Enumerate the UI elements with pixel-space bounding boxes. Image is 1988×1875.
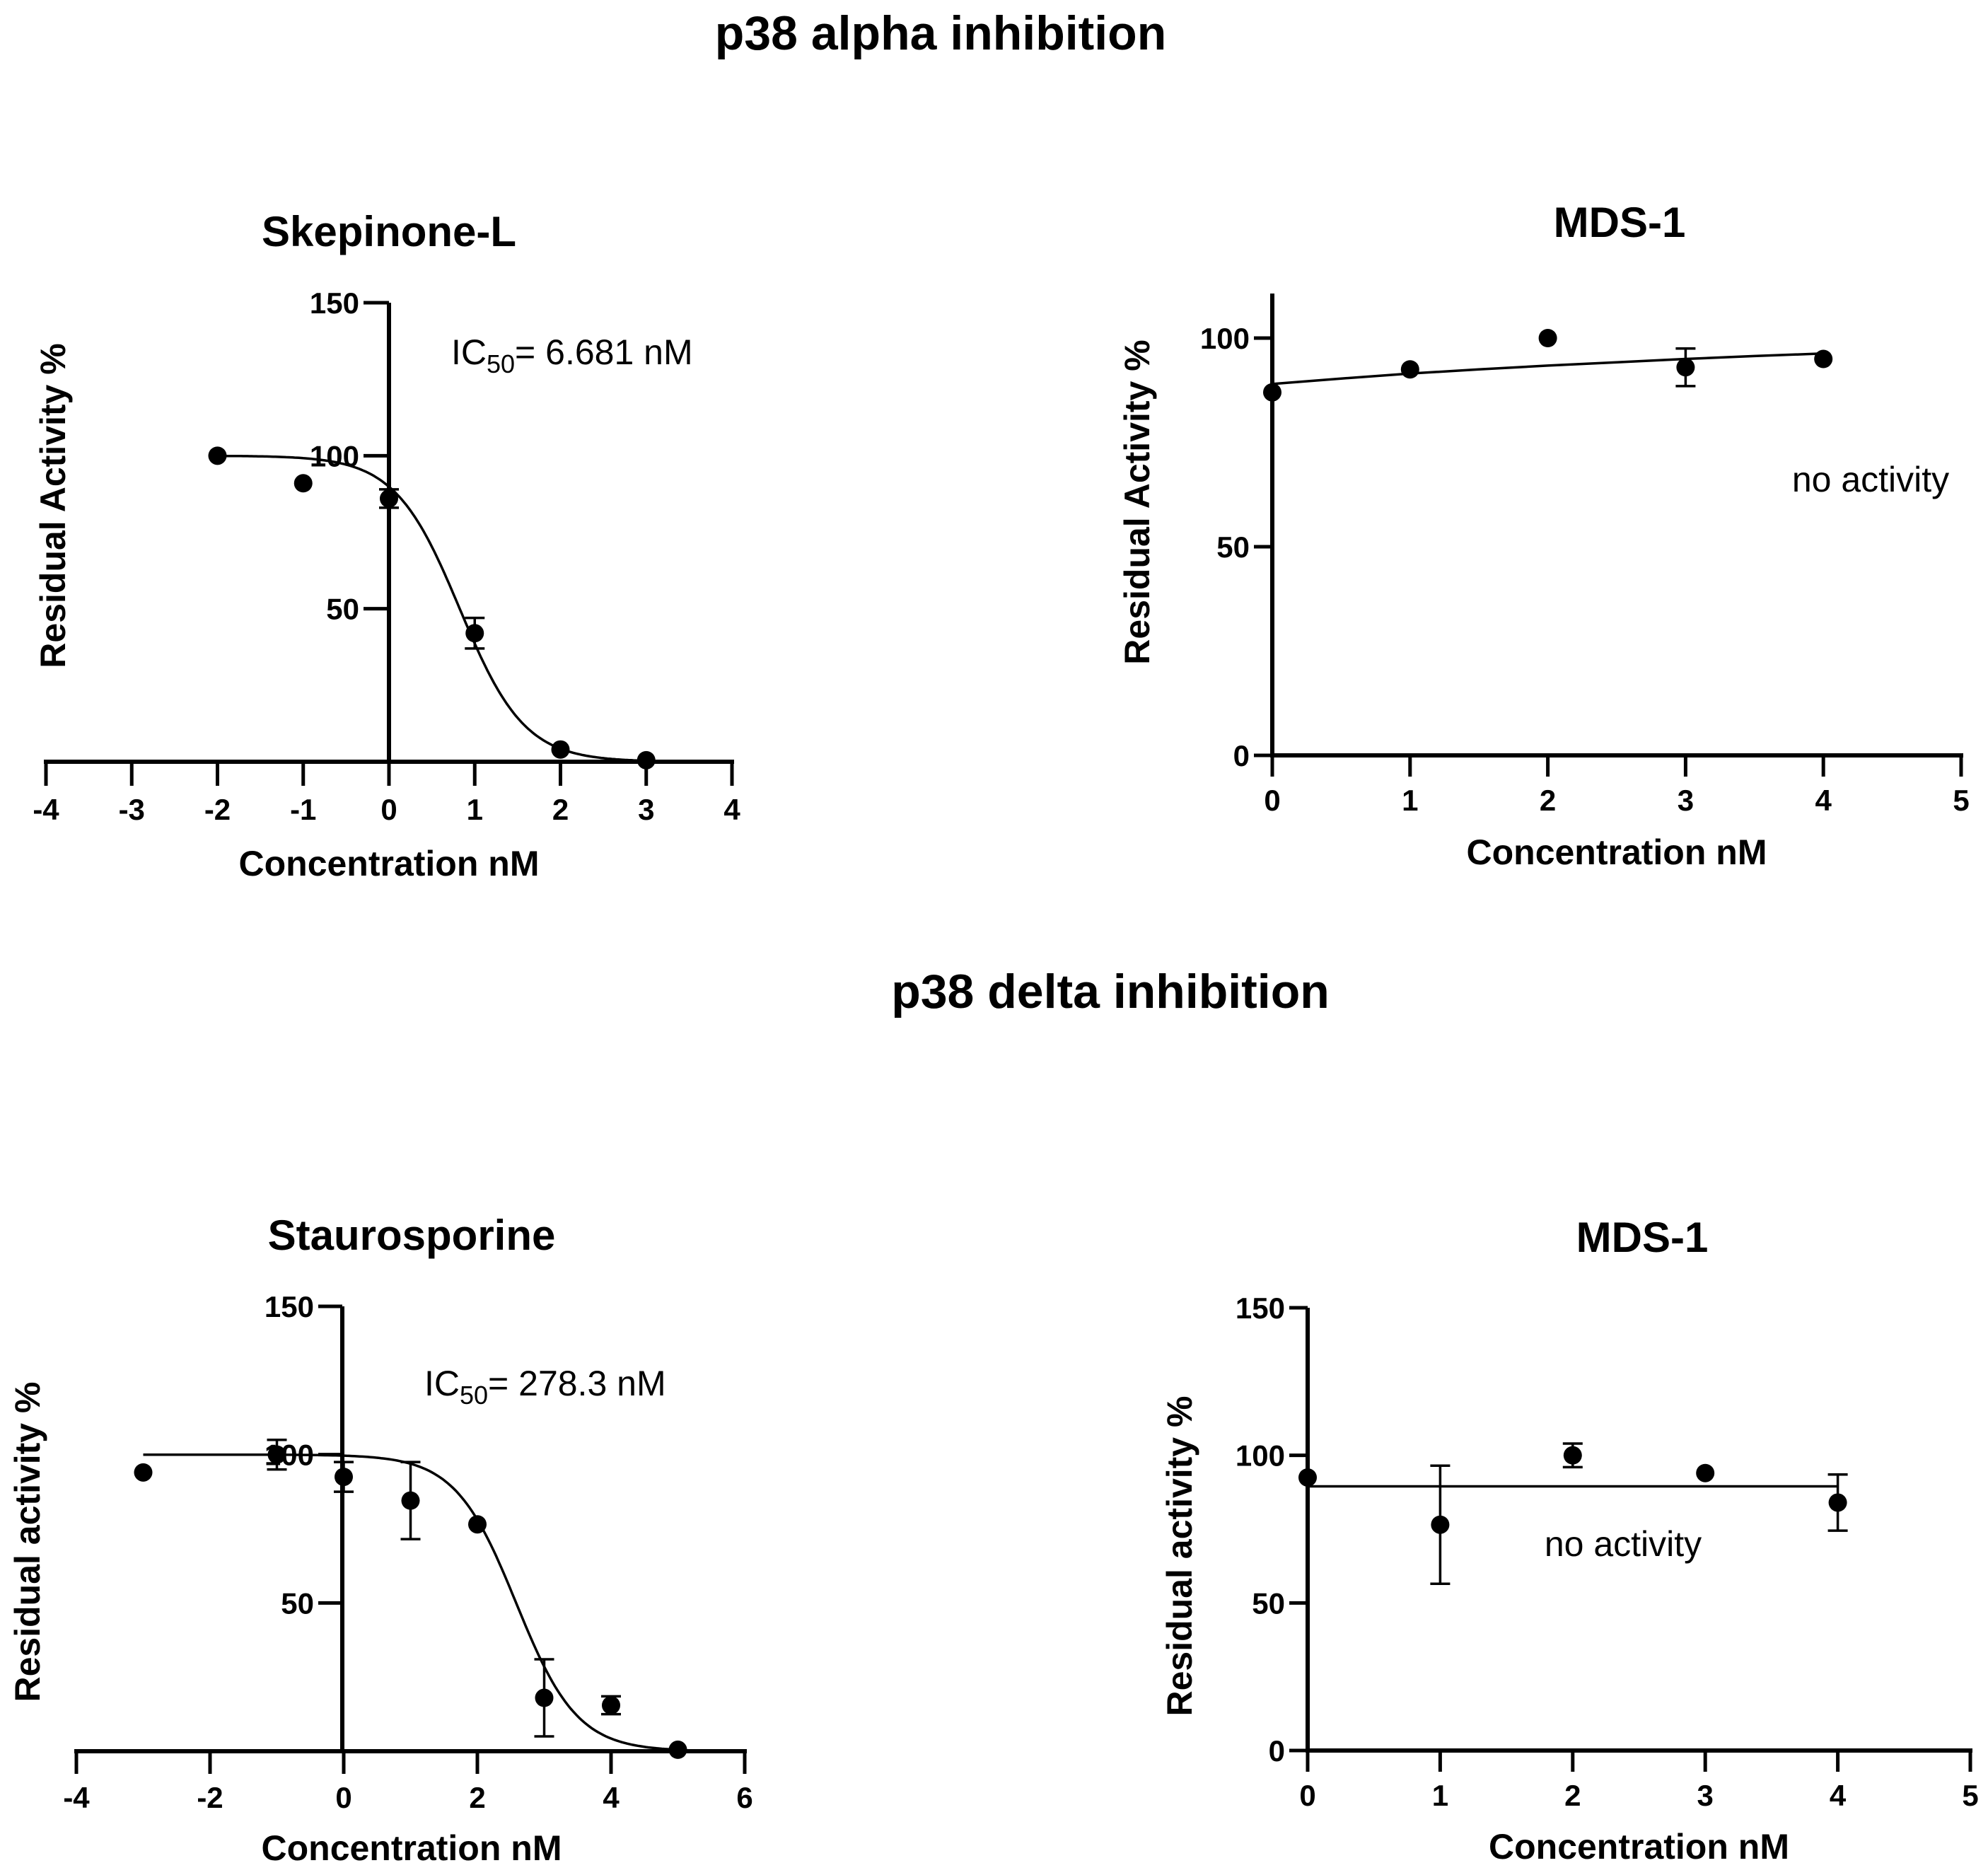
data-point	[465, 624, 484, 643]
x-axis-label: Concentration nM	[1467, 832, 1767, 872]
x-axis-label: Concentration nM	[239, 844, 540, 883]
fit-curve	[217, 454, 646, 762]
x-tick-label: 0	[335, 1781, 351, 1814]
data-point	[208, 446, 227, 465]
y-tick-label: 100	[310, 439, 359, 472]
x-tick-label: 5	[1962, 1779, 1978, 1812]
section-title-delta: p38 delta inhibition	[891, 965, 1330, 1018]
chart-title: MDS-1	[1576, 1214, 1709, 1261]
y-tick-label: 150	[1236, 1291, 1285, 1325]
y-axis-label: Residual activity %	[1160, 1396, 1199, 1717]
x-tick-label: 0	[1264, 784, 1280, 817]
x-tick-label: -2	[204, 793, 231, 826]
x-tick-label: 3	[638, 793, 654, 826]
data-point	[1431, 1515, 1450, 1534]
x-tick-label: 2	[1540, 784, 1556, 817]
x-tick-label: 0	[380, 793, 397, 826]
x-tick-label: 1	[467, 793, 483, 826]
y-tick-label: 50	[1216, 530, 1250, 564]
x-tick-label: -2	[197, 1781, 223, 1814]
data-point	[535, 1688, 554, 1707]
y-tick-label: 50	[281, 1586, 314, 1620]
x-tick-label: 2	[552, 793, 569, 826]
data-point	[1676, 358, 1695, 377]
data-point	[551, 740, 570, 759]
ic50-prefix: IC	[424, 1364, 460, 1403]
chart-staurosporine: Staurosporine-4 -2 0 2 4 650100150Concentrati…	[8, 1212, 753, 1868]
data-point	[1563, 1446, 1582, 1465]
x-tick-label: 4	[1815, 784, 1832, 817]
data-point	[401, 1491, 420, 1510]
x-axis-label: Concentration nM	[1489, 1827, 1789, 1867]
data-point	[267, 1445, 286, 1464]
ic50-subscript: 50	[460, 1381, 488, 1410]
y-tick-label: 100	[1236, 1439, 1285, 1473]
data-point	[1298, 1468, 1317, 1487]
x-tick-label: 5	[1953, 784, 1969, 817]
data-point	[468, 1515, 487, 1534]
data-point	[293, 474, 313, 493]
data-point	[668, 1740, 687, 1759]
x-tick-label: 4	[723, 793, 740, 826]
y-axis-label: Residual Activity %	[1117, 339, 1157, 664]
ic50-subscript: 50	[487, 349, 515, 378]
y-tick-label: 0	[1269, 1734, 1285, 1767]
chart-title: MDS-1	[1554, 199, 1686, 246]
data-point	[1814, 349, 1833, 368]
data-point	[1696, 1463, 1715, 1482]
ic50-annotation: IC50= 6.681 nM	[451, 332, 693, 378]
data-point	[1828, 1493, 1847, 1512]
chart-title: Skepinone-L	[262, 208, 516, 255]
data-point	[1400, 360, 1419, 379]
x-tick-label: -4	[33, 793, 59, 826]
data-point	[1538, 329, 1557, 347]
fit-curve	[1272, 352, 1824, 385]
y-axis-label: Residual Activity %	[33, 343, 73, 668]
ic50-prefix: IC	[451, 332, 487, 372]
x-tick-label: 6	[736, 1781, 752, 1814]
data-point	[380, 489, 398, 508]
x-tick-label: -4	[63, 1781, 90, 1814]
y-tick-label: 0	[1233, 739, 1250, 772]
x-tick-label: 1	[1432, 1779, 1448, 1812]
x-tick-label: 4	[1830, 1779, 1847, 1812]
ic50-value: = 278.3 nM	[488, 1364, 666, 1403]
y-tick-label: 50	[326, 593, 359, 626]
no-activity-note: no activity	[1545, 1524, 1702, 1564]
x-tick-label: 3	[1678, 784, 1694, 817]
chart-title: Staurosporine	[268, 1212, 556, 1259]
x-tick-label: -3	[119, 793, 145, 826]
x-tick-label: 4	[603, 1781, 620, 1814]
ic50-annotation: IC50= 278.3 nM	[424, 1364, 666, 1410]
x-tick-label: 3	[1697, 1779, 1714, 1812]
ic50-value: = 6.681 nM	[515, 332, 693, 372]
y-axis-label: Residual activity %	[8, 1382, 47, 1702]
x-tick-label: 0	[1299, 1779, 1315, 1812]
x-tick-label: -1	[290, 793, 316, 826]
y-tick-label: 50	[1252, 1586, 1285, 1620]
y-tick-label: 100	[1200, 322, 1250, 355]
data-point	[335, 1468, 353, 1487]
chart-skepinone-l: Skepinone-L -4 -3 -2 -1 0 1 2 3 4 50 100 150 Concentr…	[33, 208, 740, 883]
data-point	[636, 750, 656, 770]
x-tick-label: 1	[1402, 784, 1418, 817]
data-point	[602, 1696, 620, 1715]
x-axis-label: Concentration nM	[262, 1828, 562, 1868]
y-tick-label: 150	[265, 1290, 314, 1323]
x-tick-label: 2	[1564, 1779, 1581, 1812]
x-tick-label: 2	[469, 1781, 485, 1814]
no-activity-note: no activity	[1792, 460, 1949, 499]
section-title-alpha: p38 alpha inhibition	[715, 6, 1166, 60]
data-point	[134, 1463, 153, 1482]
data-point	[1263, 383, 1281, 402]
y-tick-label: 150	[310, 286, 359, 320]
